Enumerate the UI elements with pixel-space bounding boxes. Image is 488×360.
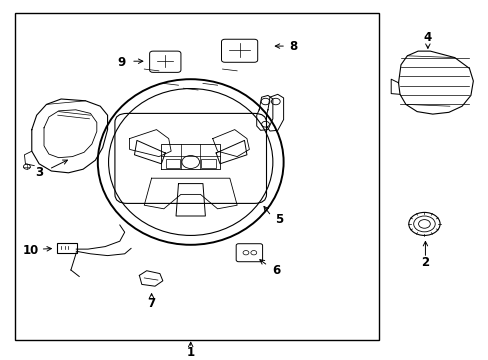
Text: 9: 9 xyxy=(117,57,125,69)
Text: 6: 6 xyxy=(272,264,280,276)
Text: 7: 7 xyxy=(147,297,155,310)
Text: 1: 1 xyxy=(186,346,194,359)
Text: 3: 3 xyxy=(35,166,43,179)
Text: 10: 10 xyxy=(22,244,39,257)
Text: 4: 4 xyxy=(423,31,431,44)
Bar xyxy=(15,13,378,340)
Text: 8: 8 xyxy=(289,40,297,53)
Text: 2: 2 xyxy=(421,256,428,269)
Text: 5: 5 xyxy=(274,213,282,226)
